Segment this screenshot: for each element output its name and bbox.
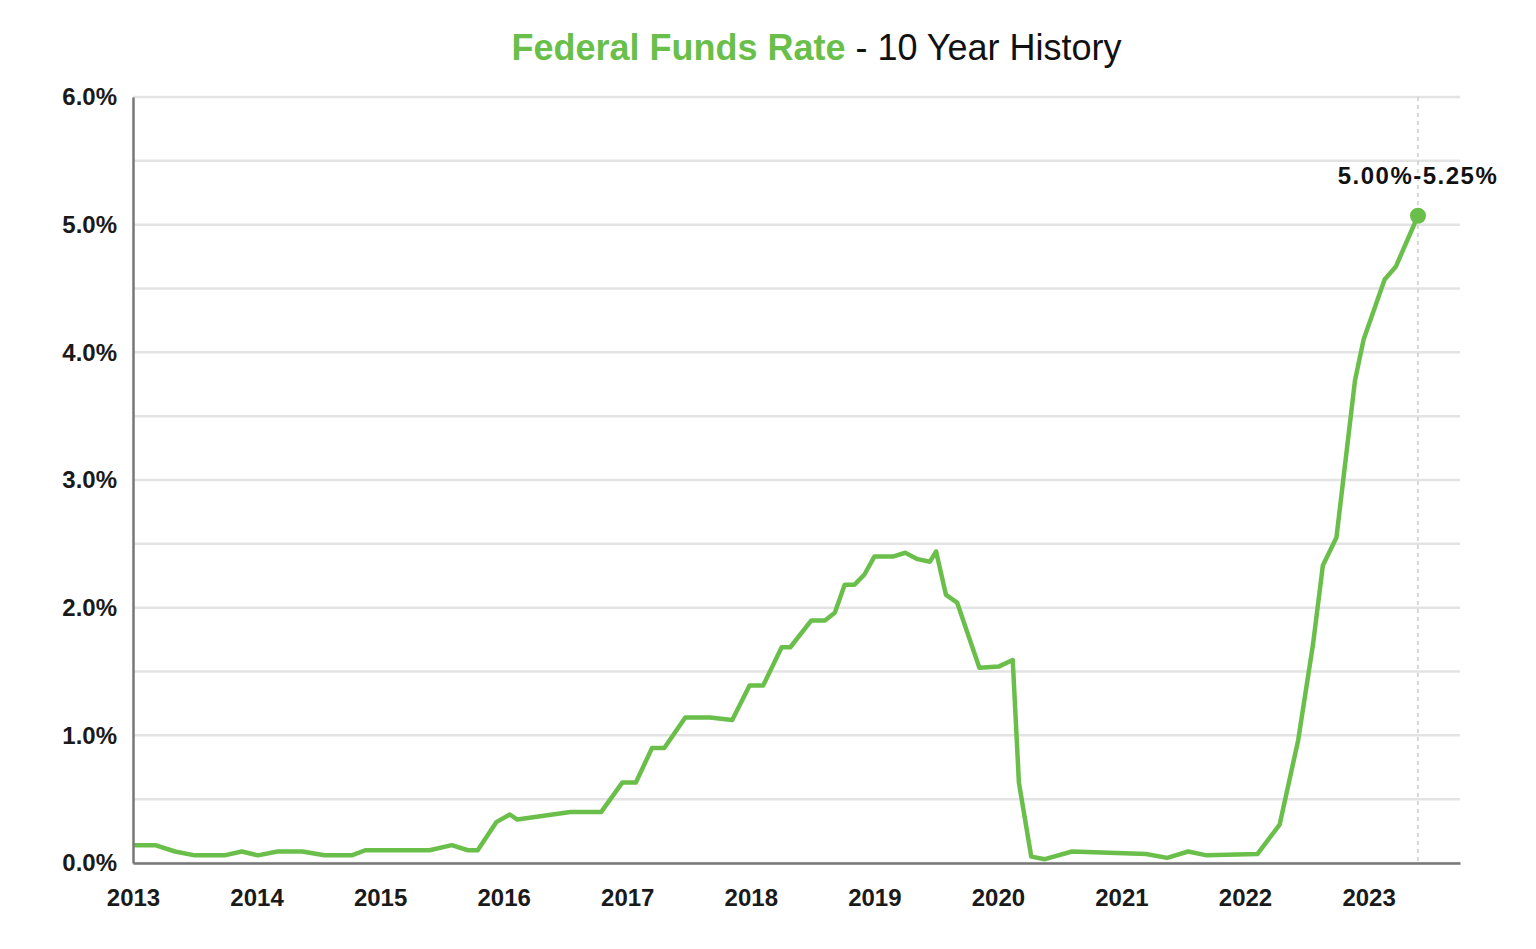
x-tick: 2023: [1342, 863, 1395, 911]
y-tick: 4.0%: [62, 339, 133, 366]
minor-grid-line: [133, 415, 1460, 418]
x-tick: 2022: [1219, 863, 1272, 911]
subtitle: - 10 Year History: [855, 27, 1121, 68]
y-axis-line: [132, 98, 135, 864]
x-tick-label: 2015: [354, 884, 407, 911]
x-tick: 2019: [848, 863, 901, 911]
y-tick-label: 0.0%: [62, 849, 117, 876]
x-tick-label: 2019: [848, 884, 901, 911]
grid-line: [133, 862, 1460, 865]
annotation: 5.00%-5.25%: [1338, 162, 1499, 189]
x-tick: 2014: [230, 863, 284, 911]
y-tick-label: 2.0%: [62, 594, 117, 621]
grid-line: [133, 734, 1460, 737]
grid-line: [133, 351, 1460, 354]
chart: Federal Funds Rate- 10 Year History 5.00%…: [0, 0, 1536, 949]
x-tick: 2021: [1095, 863, 1148, 911]
y-tick-label: 6.0%: [62, 83, 117, 110]
y-axis: 0.0% 1.0% 2.0% 3.0% 4.0% 5.0% 6.0%: [62, 83, 133, 876]
x-tick-label: 2017: [601, 884, 654, 911]
x-tick: 2018: [725, 863, 778, 911]
title: Federal Funds Rate- 10 Year History: [511, 27, 1121, 68]
end-point: [1410, 208, 1426, 224]
y-tick-label: 5.0%: [62, 211, 117, 238]
x-tick-label: 2016: [477, 884, 530, 911]
x-tick-label: 2020: [972, 884, 1025, 911]
x-tick-label: 2021: [1095, 884, 1148, 911]
minor-grid-line: [133, 287, 1460, 290]
grid-line: [133, 606, 1460, 609]
x-tick: 2017: [601, 863, 654, 911]
x-tick: 2015: [354, 863, 407, 911]
grid-line: [133, 223, 1460, 226]
rate-line: [133, 216, 1418, 859]
grid: [133, 97, 1460, 863]
y-tick: 3.0%: [62, 466, 133, 493]
y-tick-label: 4.0%: [62, 339, 117, 366]
y-tick: 0.0%: [62, 849, 133, 876]
y-tick: 5.0%: [62, 211, 133, 238]
x-tick: 2020: [972, 863, 1025, 911]
x-axis: 2013 2014 2015 2016 2017 2018 2019 2020 2021 2022…: [107, 863, 1461, 911]
plot-area: [133, 97, 1426, 863]
y-tick-label: 3.0%: [62, 466, 117, 493]
y-tick: 6.0%: [62, 83, 133, 110]
x-tick-label: 2023: [1342, 884, 1395, 911]
y-tick-label: 1.0%: [62, 722, 117, 749]
minor-grid-line: [133, 670, 1460, 673]
x-tick-label: 2013: [107, 884, 160, 911]
x-tick: 2016: [477, 863, 530, 911]
title-main: Federal Funds Rate: [511, 27, 845, 68]
x-axis-line: [134, 862, 1461, 865]
grid-line: [133, 96, 1460, 99]
minor-grid-line: [133, 160, 1460, 163]
y-tick: 1.0%: [62, 722, 133, 749]
x-tick-label: 2018: [725, 884, 778, 911]
x-tick-label: 2022: [1219, 884, 1272, 911]
x-tick-label: 2014: [230, 884, 284, 911]
minor-grid-line: [133, 543, 1460, 546]
y-tick: 2.0%: [62, 594, 133, 621]
grid-line: [133, 479, 1460, 482]
minor-grid-line: [133, 798, 1460, 801]
